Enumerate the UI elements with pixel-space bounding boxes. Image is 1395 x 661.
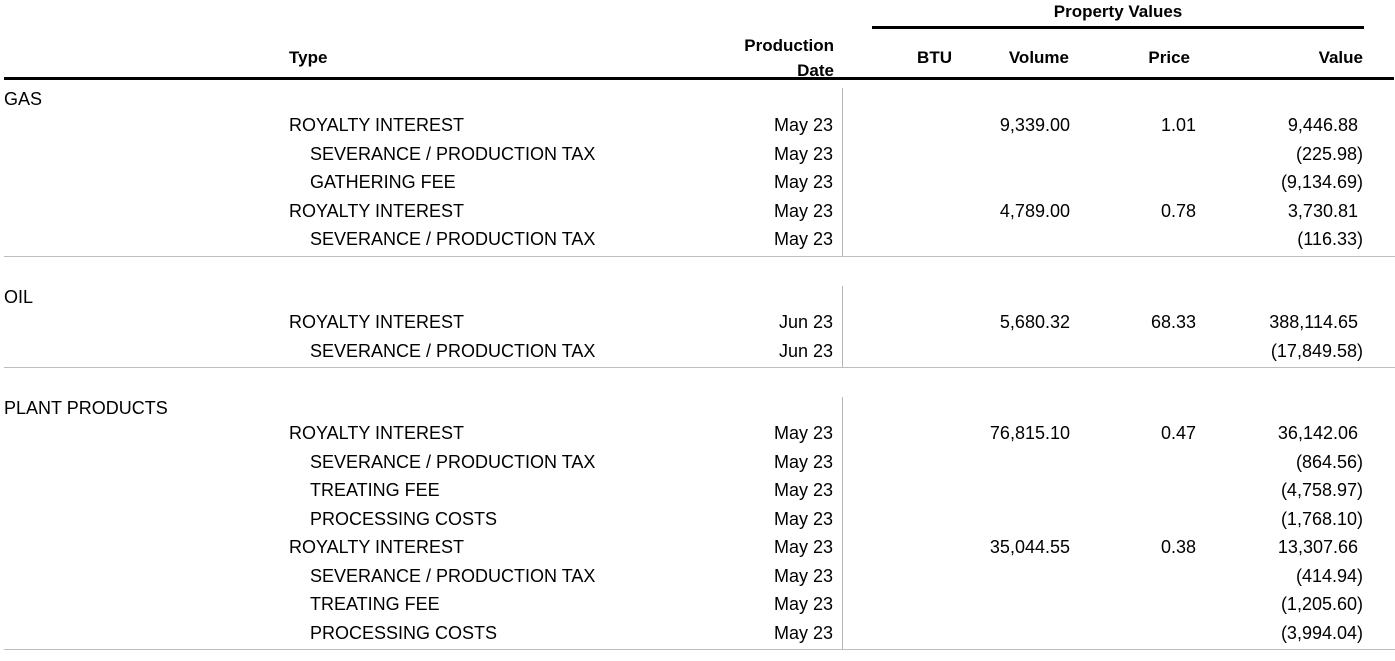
production-date-cell: May 23: [773, 115, 833, 135]
value-cell: 36,142.06: [1277, 423, 1358, 443]
value-cell: 3,730.81: [1287, 201, 1358, 221]
property-values-rule: [872, 26, 1364, 29]
value-cell: 388,114.65: [1269, 312, 1358, 332]
table-row: SEVERANCE / PRODUCTION TAX May 23 (414.94): [0, 566, 1395, 594]
table-row: SEVERANCE / PRODUCTION TAX May 23 (116.33): [0, 229, 1395, 257]
production-date-cell: May 23: [773, 566, 833, 586]
type-column-header: Type: [289, 48, 328, 67]
description-cell: SEVERANCE / PRODUCTION TAX: [310, 144, 596, 164]
production-date-column-header: Production Date: [700, 33, 834, 83]
production-date-cell: May 23: [773, 594, 833, 614]
description-cell: PROCESSING COSTS: [310, 509, 498, 529]
description-cell: SEVERANCE / PRODUCTION TAX: [310, 566, 596, 586]
description-cell: TREATING FEE: [310, 594, 440, 614]
description-cell: SEVERANCE / PRODUCTION TAX: [310, 341, 596, 361]
table-row: ROYALTY INTEREST May 23 35,044.55 0.38 13,30…: [0, 537, 1395, 565]
table-row: ROYALTY INTEREST May 23 9,339.00 1.01 9,446.…: [0, 115, 1395, 143]
production-date-cell: Jun 23: [778, 312, 833, 332]
section-separator: [4, 649, 1395, 650]
production-date-cell: May 23: [773, 172, 833, 192]
column-divider: [842, 397, 843, 649]
production-date-cell: May 23: [773, 144, 833, 164]
column-divider: [842, 286, 843, 367]
category-label: OIL: [4, 287, 34, 307]
production-date-cell: May 23: [773, 537, 833, 557]
table-row: TREATING FEE May 23 (1,205.60): [0, 594, 1395, 622]
volume-cell: 4,789.00: [999, 201, 1070, 221]
production-date-cell: May 23: [773, 509, 833, 529]
value-cell: (225.98): [1295, 144, 1363, 164]
description-cell: SEVERANCE / PRODUCTION TAX: [310, 229, 596, 249]
value-cell: (1,205.60): [1280, 594, 1363, 614]
description-cell: GATHERING FEE: [310, 172, 456, 192]
price-cell: 0.38: [1160, 537, 1196, 557]
table-row: PROCESSING COSTS May 23 (3,994.04): [0, 623, 1395, 651]
production-date-cell: Jun 23: [778, 341, 833, 361]
value-cell: (1,768.10): [1280, 509, 1363, 529]
value-cell: (9,134.69): [1280, 172, 1363, 192]
production-date-cell: May 23: [773, 480, 833, 500]
price-cell: 0.78: [1160, 201, 1196, 221]
table-row: PROCESSING COSTS May 23 (1,768.10): [0, 509, 1395, 537]
value-cell: 13,307.66: [1277, 537, 1358, 557]
value-column-header: Value: [1318, 48, 1363, 67]
table-row: TREATING FEE May 23 (4,758.97): [0, 480, 1395, 508]
price-column-header: Price: [1148, 48, 1190, 67]
production-date-cell: May 23: [773, 423, 833, 443]
price-cell: 1.01: [1160, 115, 1196, 135]
volume-cell: 76,815.10: [989, 423, 1070, 443]
value-cell: 9,446.88: [1287, 115, 1358, 135]
price-cell: 68.33: [1150, 312, 1196, 332]
production-date-cell: May 23: [773, 229, 833, 249]
value-cell: (3,994.04): [1280, 623, 1363, 643]
production-date-header-line2: Date: [797, 61, 834, 80]
value-cell: (414.94): [1295, 566, 1363, 586]
description-cell: ROYALTY INTEREST: [289, 201, 465, 221]
header-rule: [4, 77, 1394, 80]
description-cell: ROYALTY INTEREST: [289, 537, 465, 557]
table-row: GATHERING FEE May 23 (9,134.69): [0, 172, 1395, 200]
value-cell: (17,849.58): [1270, 341, 1363, 361]
volume-cell: 5,680.32: [999, 312, 1070, 332]
table-row: SEVERANCE / PRODUCTION TAX Jun 23 (17,849.…: [0, 341, 1395, 369]
category-label: PLANT PRODUCTS: [4, 398, 168, 418]
volume-cell: 35,044.55: [989, 537, 1070, 557]
section-separator: [4, 256, 1395, 257]
value-cell: (4,758.97): [1280, 480, 1363, 500]
value-cell: (116.33): [1297, 229, 1363, 249]
property-values-header: Property Values: [1053, 2, 1183, 21]
description-cell: TREATING FEE: [310, 480, 440, 500]
section-separator: [4, 367, 1395, 368]
price-cell: 0.47: [1160, 423, 1196, 443]
value-cell: (864.56): [1295, 452, 1363, 472]
category-label: GAS: [4, 89, 43, 109]
volume-column-header: Volume: [1008, 48, 1069, 67]
table-row: ROYALTY INTEREST May 23 4,789.00 0.78 3,730.…: [0, 201, 1395, 229]
btu-column-header: BTU: [917, 48, 952, 67]
description-cell: ROYALTY INTEREST: [289, 423, 465, 443]
table-row: SEVERANCE / PRODUCTION TAX May 23 (864.56): [0, 452, 1395, 480]
table-row: SEVERANCE / PRODUCTION TAX May 23 (225.98): [0, 144, 1395, 172]
description-cell: SEVERANCE / PRODUCTION TAX: [310, 452, 596, 472]
description-cell: ROYALTY INTEREST: [289, 312, 465, 332]
production-date-cell: May 23: [773, 201, 833, 221]
table-row: ROYALTY INTEREST Jun 23 5,680.32 68.33 388,1…: [0, 312, 1395, 340]
production-date-cell: May 23: [773, 623, 833, 643]
column-divider: [842, 88, 843, 256]
volume-cell: 9,339.00: [999, 115, 1070, 135]
production-date-header-line1: Production: [744, 36, 834, 55]
description-cell: ROYALTY INTEREST: [289, 115, 465, 135]
description-cell: PROCESSING COSTS: [310, 623, 498, 643]
production-date-cell: May 23: [773, 452, 833, 472]
table-row: ROYALTY INTEREST May 23 76,815.10 0.47 36,14…: [0, 423, 1395, 451]
